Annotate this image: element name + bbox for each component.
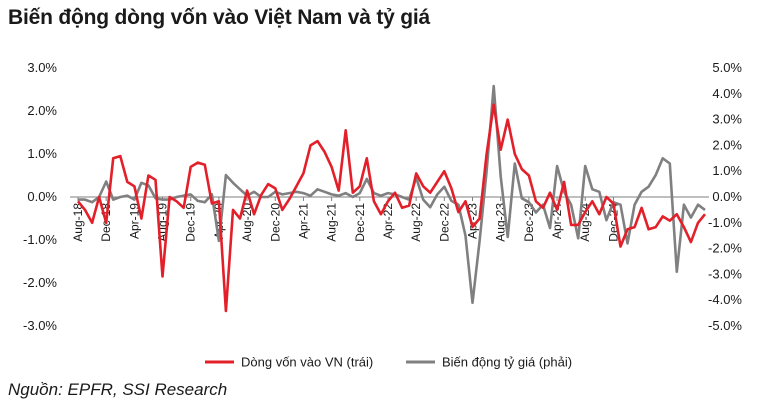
left-tick-label: 0.0%	[27, 189, 57, 204]
left-tick-label: 2.0%	[27, 103, 57, 118]
legend-label: Biến động tỷ giá (phải)	[442, 355, 572, 370]
left-tick-label: -3.0%	[23, 318, 57, 333]
right-tick-label: 3.0%	[712, 112, 742, 127]
right-tick-label: 4.0%	[712, 86, 742, 101]
x-tick-label: Dec-23	[522, 203, 536, 242]
x-tick-label: Aug-22	[409, 203, 423, 242]
right-axis: 5.0% 4.0% 3.0% 2.0% 1.0% 0.0% -1.0% -2.0% -3.0% -…	[708, 60, 742, 333]
left-axis: 3.0% 2.0% 1.0% 0.0% -1.0% -2.0% -3.0%	[23, 60, 57, 333]
legend-label: Dòng vốn vào VN (trái)	[241, 355, 373, 370]
left-tick-label: -1.0%	[23, 232, 57, 247]
x-tick-label: Dec-21	[353, 203, 367, 242]
right-tick-label: 0.0%	[712, 189, 742, 204]
x-tick-label: Apr-21	[296, 203, 310, 239]
legend: Dòng vốn vào VN (trái) Biến động tỷ giá (…	[205, 355, 572, 370]
x-tick-label: Apr-19	[127, 203, 141, 239]
x-tick-label: Aug-18	[71, 203, 85, 242]
right-tick-label: 2.0%	[712, 137, 742, 152]
right-tick-label: 5.0%	[712, 60, 742, 75]
x-tick-label: Aug-21	[325, 203, 339, 242]
right-tick-label: -5.0%	[708, 318, 742, 333]
left-tick-label: -2.0%	[23, 275, 57, 290]
source-note: Nguồn: EPFR, SSI Research	[8, 380, 228, 399]
chart-title: Biến động dòng vốn vào Việt Nam và tỷ gi…	[8, 6, 430, 29]
left-tick-label: 3.0%	[27, 60, 57, 75]
right-tick-label: -1.0%	[708, 215, 742, 230]
x-tick-label: Dec-19	[184, 203, 198, 242]
left-tick-label: 1.0%	[27, 146, 57, 161]
right-tick-label: 1.0%	[712, 163, 742, 178]
x-tick-label: Apr-24	[550, 203, 564, 239]
x-tick-label: Apr-22	[381, 203, 395, 239]
right-tick-label: -4.0%	[708, 292, 742, 307]
right-tick-label: -3.0%	[708, 266, 742, 281]
right-tick-label: -2.0%	[708, 241, 742, 256]
series-line-capital-flow	[76, 103, 707, 313]
series-line-exchange-rate	[78, 84, 706, 305]
x-tick-label: Dec-20	[268, 203, 282, 242]
x-tick-label: Aug-20	[240, 203, 254, 242]
x-tick-label: Dec-22	[437, 203, 451, 242]
